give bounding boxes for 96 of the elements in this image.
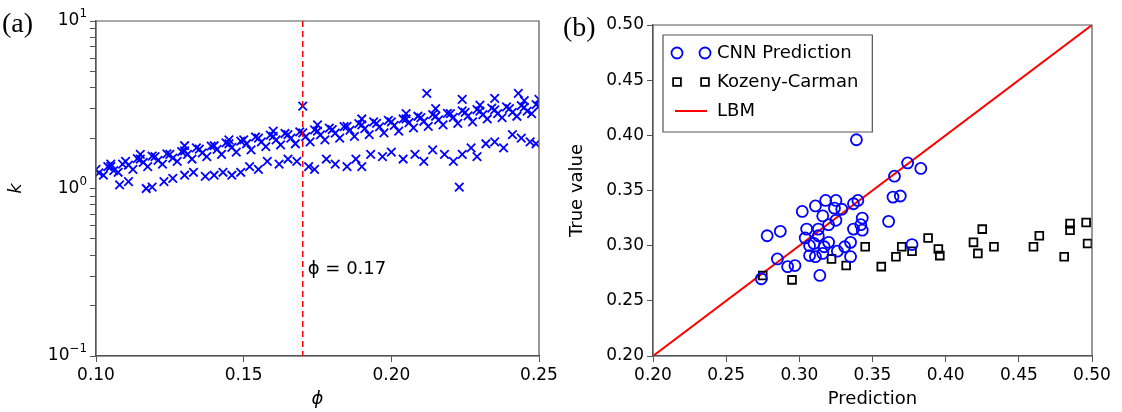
y-tick-label: 0.25 (606, 289, 644, 310)
x-tick-label: 0.45 (999, 363, 1038, 384)
point (844, 250, 857, 264)
point (844, 235, 857, 249)
point (1059, 251, 1069, 262)
x-tick-label: 0.25 (707, 363, 746, 384)
point (816, 209, 830, 223)
point (886, 190, 900, 204)
x-tick-label: 0.30 (780, 363, 819, 384)
point (854, 218, 868, 232)
point (813, 269, 827, 282)
point (809, 250, 822, 264)
point (754, 272, 768, 286)
point (1082, 238, 1092, 249)
point (973, 248, 983, 259)
point (968, 237, 979, 248)
point (882, 214, 895, 228)
point (847, 197, 860, 211)
x-tick-label: 0.20 (372, 363, 411, 384)
x-tick-label: 0.15 (224, 363, 263, 384)
point (822, 235, 835, 249)
point (770, 252, 784, 266)
legend-label: Kozeny-Carman (717, 69, 859, 91)
x-tick-label: 0.25 (520, 363, 558, 384)
point (989, 241, 999, 252)
point (847, 222, 860, 236)
point (835, 202, 849, 216)
point (809, 199, 822, 213)
point (757, 270, 768, 281)
point (933, 244, 944, 254)
chart-title: (b) (563, 11, 596, 43)
y-tick-label: 0.35 (606, 178, 644, 199)
point (876, 261, 887, 272)
point (977, 224, 988, 234)
point (773, 224, 787, 238)
y-tick-label: 0.20 (606, 344, 644, 365)
y-axis-title: True value (565, 143, 587, 239)
y-axis-title: k (4, 181, 26, 194)
x-tick-label: 0.10 (77, 363, 115, 384)
point (828, 201, 841, 215)
x-axis-title: ϕ (311, 386, 324, 408)
point (855, 223, 869, 237)
point (829, 213, 843, 227)
legend-label: CNN Prediction (717, 40, 852, 62)
legend-label: LBM (717, 98, 755, 120)
point (1065, 218, 1075, 229)
point (850, 133, 863, 147)
point (893, 189, 907, 203)
point (811, 222, 825, 236)
point (1081, 217, 1091, 228)
point (760, 229, 774, 243)
ref-line-label: ϕ = 0.17 (307, 256, 387, 278)
point (914, 162, 928, 175)
y-tick-label: 0.50 (606, 13, 644, 34)
point (1028, 241, 1039, 252)
y-tick-label: 0.45 (606, 68, 644, 89)
x-tick-label: 0.40 (926, 363, 965, 384)
point (830, 244, 844, 258)
point (891, 251, 901, 262)
y-tick-label: 0.40 (606, 123, 644, 144)
point (826, 254, 837, 264)
x-tick-label: 0.35 (853, 363, 892, 384)
point (901, 156, 915, 170)
point (1034, 230, 1045, 241)
chart-title: (a) (2, 7, 34, 39)
y-tick-label: 0.30 (606, 234, 644, 255)
point (795, 205, 809, 218)
point (817, 240, 831, 254)
point (803, 249, 816, 262)
point (907, 246, 917, 256)
point (923, 233, 933, 243)
point (811, 229, 825, 243)
point (1065, 225, 1075, 236)
point (829, 194, 843, 207)
point (819, 194, 833, 207)
point (781, 260, 795, 274)
point (803, 239, 816, 253)
point (860, 241, 870, 252)
point (787, 275, 797, 285)
point (855, 211, 869, 225)
point (798, 231, 812, 245)
point (800, 222, 814, 236)
point (888, 169, 901, 183)
point (788, 259, 802, 272)
x-axis-title: Prediction (827, 386, 918, 408)
point (816, 246, 830, 260)
point (841, 260, 851, 271)
point (822, 218, 835, 232)
point (905, 238, 919, 251)
point (807, 237, 821, 250)
x-tick-label: 0.20 (634, 363, 672, 384)
x-tick-label: 0.50 (1073, 363, 1111, 384)
point (838, 240, 852, 254)
point (896, 241, 907, 252)
point (935, 250, 945, 261)
point (851, 194, 865, 207)
